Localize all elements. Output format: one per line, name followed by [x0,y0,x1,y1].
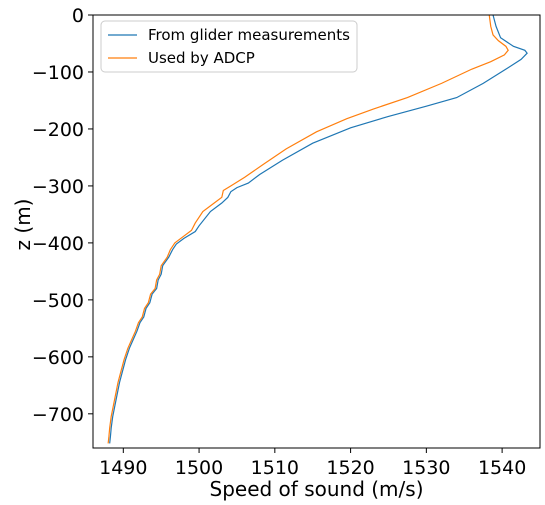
plot-area-frame [92,14,541,449]
series-line-glider [109,14,528,444]
y-tick-label: −200 [32,119,84,141]
legend-label: Used by ADCP [148,49,255,67]
y-tick-label: −500 [32,290,84,312]
series-layer [107,14,528,444]
x-axis: 1490 1500 1510 1520 1530 1540 [99,448,526,479]
y-tick-label: −300 [32,176,84,198]
x-tick-label: 1490 [99,457,147,479]
y-tick-label: −400 [32,233,84,255]
y-axis-label: z (m) [11,199,35,251]
x-tick-label: 1530 [402,457,450,479]
x-tick-label: 1520 [326,457,374,479]
y-axis: 0 −100 −200 −300 −400 −500 −600 −700 [32,5,93,426]
y-tick-label: −600 [32,347,84,369]
x-tick-label: 1510 [251,457,299,479]
x-tick-label: 1500 [175,457,223,479]
x-axis-label: Speed of sound (m/s) [210,477,424,501]
series-line-adcp [107,14,509,444]
y-tick-label: 0 [72,5,84,27]
legend-label: From glider measurements [148,26,350,44]
x-tick-label: 1540 [478,457,526,479]
legend-box [100,20,358,73]
legend: From glider measurements Used by ADCP [100,20,358,73]
y-tick-label: −700 [32,404,84,426]
y-tick-label: −100 [32,62,84,84]
